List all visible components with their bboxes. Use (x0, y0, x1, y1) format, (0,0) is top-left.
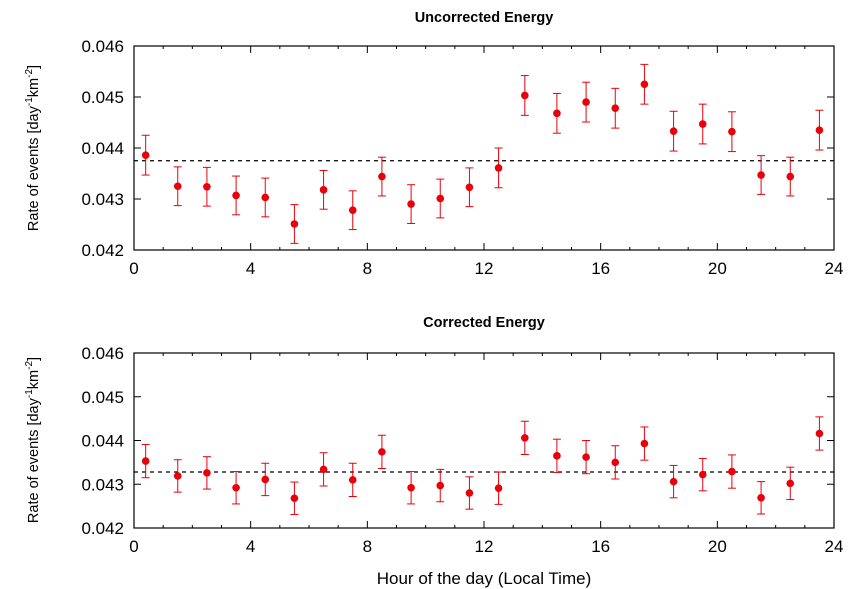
data-point (436, 481, 445, 490)
data-point (698, 120, 707, 128)
data-point (141, 151, 150, 159)
data-point (786, 172, 795, 181)
data-point (261, 193, 270, 202)
data-point (640, 439, 649, 448)
y-tick-label: 0.046 (81, 37, 124, 56)
x-tick-label: 24 (825, 537, 844, 556)
data-point (757, 171, 765, 179)
data-point (611, 458, 620, 467)
x-tick-label: 16 (591, 259, 610, 278)
data-point (261, 475, 270, 484)
plot-frame (133, 352, 835, 529)
y-tick-label: 0.046 (81, 344, 124, 363)
y-tick-label: 0.042 (81, 519, 124, 538)
data-point (669, 127, 678, 135)
data-point (494, 164, 503, 172)
data-point (348, 476, 357, 484)
x-tick-label: 0 (129, 537, 138, 556)
y-tick-label: 0.042 (81, 241, 124, 260)
x-tick-label: 4 (246, 259, 255, 278)
x-tick-label: 24 (825, 259, 844, 278)
y-axis-label: Rate of events [day-1km-2] (24, 65, 42, 231)
x-tick-label: 8 (363, 259, 372, 278)
x-tick-label: 20 (708, 259, 727, 278)
data-point (582, 453, 590, 461)
corrected-energy-panel: Corrected Energy Rate of events [day-1km… (24, 315, 843, 588)
x-tick-label: 16 (591, 537, 610, 556)
data-point (290, 494, 299, 503)
data-point (203, 182, 211, 191)
x-tick-label: 12 (475, 259, 494, 278)
chart-title: Uncorrected Energy (415, 10, 554, 26)
data-point (728, 127, 736, 136)
data-point (407, 483, 415, 492)
data-point (141, 457, 150, 465)
x-tick-label: 20 (708, 537, 727, 556)
data-point (465, 489, 474, 497)
data-point (582, 98, 590, 106)
data-point (521, 434, 529, 442)
data-point (815, 429, 824, 438)
data-point (815, 126, 824, 134)
data-point (203, 469, 211, 477)
data-point (494, 484, 503, 492)
data-point (232, 191, 240, 200)
x-tick-label: 12 (475, 537, 494, 556)
y-tick-label: 0.045 (81, 388, 124, 407)
x-tick-label: 0 (129, 259, 138, 278)
data-point (378, 448, 386, 456)
data-point (436, 194, 445, 203)
data-point (521, 91, 529, 100)
data-point (669, 477, 678, 486)
y-tick-label: 0.045 (81, 88, 124, 107)
data-point (290, 220, 299, 228)
chart-title: Corrected Energy (423, 315, 545, 331)
data-point (553, 109, 561, 118)
uncorrected-energy-panel: Uncorrected Energy Rate of events [day-1… (24, 10, 843, 278)
data-point (319, 465, 328, 474)
data-point (640, 80, 649, 89)
y-axis-label: Rate of events [day-1km-2] (24, 357, 42, 523)
data-point (319, 186, 328, 194)
data-point (173, 182, 182, 191)
y-tick-label: 0.043 (81, 190, 124, 209)
data-point (232, 483, 240, 492)
data-point (378, 172, 386, 181)
y-tick-label: 0.043 (81, 475, 124, 494)
data-point (465, 183, 474, 192)
y-tick-label: 0.044 (81, 432, 124, 451)
x-tick-label: 8 (363, 537, 372, 556)
y-tick-label: 0.044 (81, 139, 124, 158)
data-point (348, 206, 357, 215)
data-point (553, 452, 561, 460)
plot-frame (133, 45, 835, 251)
data-point (611, 104, 620, 113)
data-point (728, 467, 736, 476)
x-tick-label: 4 (246, 537, 255, 556)
data-point (757, 494, 765, 502)
x-axis-label: Hour of the day (Local Time) (377, 569, 591, 588)
data-point (786, 479, 795, 488)
data-point (173, 472, 182, 480)
data-point (698, 470, 707, 479)
data-point (407, 200, 415, 208)
